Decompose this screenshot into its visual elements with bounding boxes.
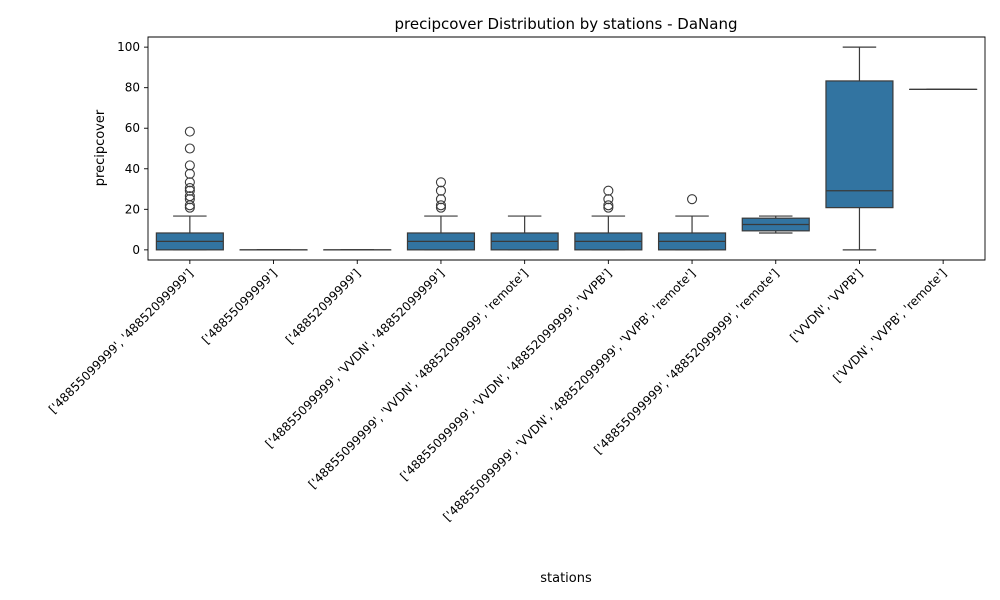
- x-tick-label: ['48855099999', '48852099999', 'remote']: [591, 266, 782, 457]
- y-tick-label: 80: [125, 81, 140, 95]
- y-tick-label: 20: [125, 202, 140, 216]
- x-axis-label: stations: [540, 571, 592, 586]
- outlier-point: [184, 160, 195, 171]
- x-tick-label: ['48852099999']: [283, 266, 364, 347]
- outlier-point: [435, 177, 447, 188]
- y-tick-label: 60: [125, 121, 140, 135]
- outlier-point: [603, 185, 614, 196]
- outlier-point: [686, 194, 698, 205]
- outlier-point: [435, 194, 447, 205]
- x-tick-label: ['VVDN', 'VVPB']: [787, 266, 865, 344]
- chart-title: precipcover Distribution by stations - D…: [394, 15, 737, 33]
- plot-area: 0 20 40 60 80 100 ['48855099999', '48852099999…: [46, 36, 986, 524]
- outlier-point: [603, 194, 614, 205]
- outlier-point: [184, 126, 195, 137]
- plot-frame: [147, 36, 986, 261]
- y-axis-label: precipcover: [93, 109, 108, 186]
- y-tick-label: 0: [132, 243, 140, 257]
- outlier-point: [603, 202, 614, 213]
- outlier-point: [184, 182, 195, 194]
- x-tick-label: ['48855099999', 'VVDN', '48852099999']: [263, 266, 448, 451]
- outlier-point: [184, 191, 195, 202]
- outlier-point: [603, 200, 614, 211]
- outlier-point: [184, 202, 195, 213]
- outlier-point: [184, 168, 195, 179]
- outlier-point: [184, 177, 195, 188]
- outlier-point: [184, 185, 195, 196]
- outlier-point: [184, 143, 195, 154]
- box: [825, 80, 894, 209]
- y-tick-label: 100: [117, 40, 140, 54]
- outlier-point: [435, 200, 447, 211]
- outlier-point: [435, 185, 447, 196]
- outlier-point: [435, 202, 447, 213]
- x-tick-label: ['48855099999', '48852099999']: [46, 266, 196, 416]
- x-tick-label: ['48855099999']: [199, 266, 280, 347]
- y-tick-label: 40: [125, 162, 140, 176]
